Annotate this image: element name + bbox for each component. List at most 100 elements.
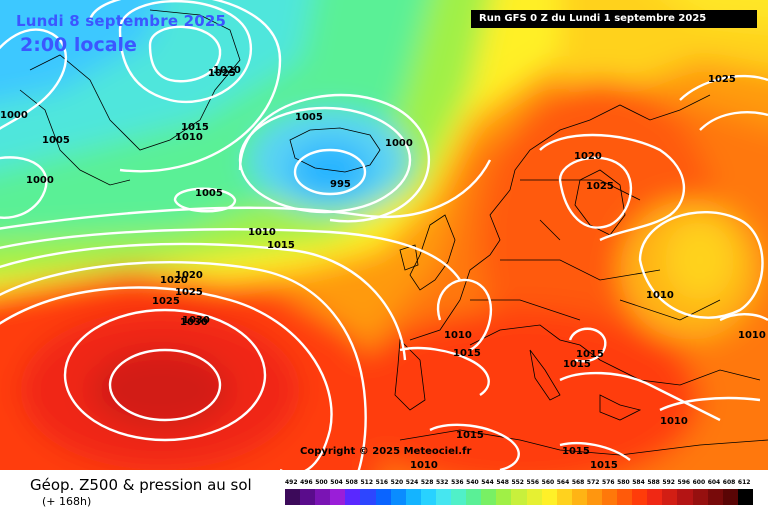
isobar-label: 1020	[175, 270, 203, 281]
scale-swatch	[556, 489, 572, 505]
isobar-label: 1030	[180, 317, 208, 328]
scale-swatch	[571, 489, 587, 505]
isobar-label: 1005	[195, 188, 223, 199]
isobar-label: 1020	[213, 65, 241, 76]
scale-label: 600	[692, 479, 706, 486]
run-info-banner: Run GFS 0 Z du Lundi 1 septembre 2025	[471, 10, 757, 28]
isobar-label: 1015	[456, 430, 484, 441]
isobar-label: 1015	[181, 122, 209, 133]
scale-swatch	[466, 489, 482, 505]
isobar-label: 1015	[562, 446, 590, 457]
isobar-label: 1025	[175, 287, 203, 298]
isobar-label: 1000	[0, 110, 28, 121]
isobar-label: 1015	[267, 240, 295, 251]
scale-label: 548	[496, 479, 509, 486]
isobar-label: 1005	[295, 112, 323, 123]
isobar-label: 1025	[208, 68, 236, 79]
scale-swatch	[375, 489, 391, 505]
scale-label: 556	[526, 479, 540, 486]
scale-label: 552	[511, 479, 524, 486]
scale-label: 588	[647, 479, 660, 486]
scale-label: 516	[375, 479, 389, 486]
scale-swatch	[315, 489, 331, 505]
scale-label: 584	[632, 479, 645, 486]
scale-swatch	[496, 489, 512, 505]
scale-swatch	[435, 489, 452, 505]
scale-swatch	[617, 489, 633, 505]
scale-swatch	[390, 489, 406, 505]
scale-label: 536	[451, 479, 464, 486]
valid-time: 2:00 locale	[20, 34, 137, 56]
scale-swatch	[481, 489, 497, 505]
forecast-hour: (+ 168h)	[42, 495, 92, 508]
scale-swatch	[345, 489, 361, 505]
isobar-label: 1020	[574, 151, 602, 162]
scale-swatch	[737, 489, 753, 505]
scale-label: 592	[662, 479, 675, 486]
scale-swatch	[330, 489, 346, 505]
isobar-label: 1010	[646, 290, 674, 301]
coastlines	[19, 9, 768, 456]
scale-swatch	[586, 489, 602, 505]
scale-label: 580	[617, 479, 630, 486]
color-scale-labels: 492 496 500 504 508 512 516 520 524 528 532 536 540 5…	[285, 479, 755, 489]
scale-label: 572	[586, 479, 600, 486]
scale-label: 560	[541, 479, 555, 486]
scale-swatch	[692, 489, 708, 505]
isobar-label: 1010	[738, 330, 766, 341]
scale-swatch	[601, 489, 618, 505]
scale-swatch	[707, 489, 723, 505]
scale-swatch	[647, 489, 663, 505]
isobar-label: 995	[330, 179, 351, 190]
isobar-label: 1015	[590, 460, 618, 470]
color-scale-bar	[285, 489, 753, 505]
scale-swatch	[360, 489, 376, 505]
scale-swatch	[285, 489, 301, 505]
scale-label: 504	[330, 479, 343, 486]
isobar-label: 1020	[160, 275, 188, 286]
isobar-label: 1025	[708, 74, 736, 85]
isobar-label: 1030	[182, 315, 210, 326]
scale-label: 512	[360, 479, 373, 486]
scale-label: 608	[722, 479, 736, 486]
scale-swatch	[405, 489, 421, 505]
scale-label: 492	[285, 479, 298, 486]
isobar-label: 1015	[576, 349, 604, 360]
isobars	[0, 0, 768, 470]
scale-label: 604	[707, 479, 721, 486]
scale-label: 576	[602, 479, 615, 486]
isobar-label: 1010	[660, 416, 688, 427]
scale-label: 524	[405, 479, 419, 486]
parameter-title: Géop. Z500 & pression au sol	[30, 476, 252, 494]
copyright-text: Copyright © 2025 Meteociel.fr	[300, 446, 471, 457]
isobar-label: 1010	[410, 460, 438, 470]
isobar-label: 1010	[175, 132, 203, 143]
isobar-label: 1025	[152, 296, 180, 307]
scale-label: 564	[556, 479, 570, 486]
geopotential-map: 1030102510201015101010001005100010051000…	[0, 0, 768, 470]
scale-label: 500	[315, 479, 328, 486]
scale-swatch	[541, 489, 557, 505]
scale-label: 540	[466, 479, 479, 486]
scale-label: 568	[571, 479, 585, 486]
scale-swatch	[420, 489, 436, 505]
isobar-label: 1000	[26, 175, 54, 186]
scale-swatch	[662, 489, 678, 505]
scale-label: 520	[390, 479, 404, 486]
isobar-labels: 1030102510201015101010001005100010051000…	[0, 65, 766, 470]
scale-swatch	[300, 489, 316, 505]
scale-label: 596	[677, 479, 691, 486]
isobar-label: 1015	[453, 348, 481, 359]
scale-swatch	[526, 489, 542, 505]
scale-swatch	[677, 489, 693, 505]
scale-label: 532	[435, 479, 449, 486]
scale-label: 612	[737, 479, 751, 486]
scale-label: 528	[420, 479, 434, 486]
scale-label: 496	[300, 479, 313, 486]
forecast-map: 1030 1025 1020 1015 1010 1000 1005 1000 1005 1000…	[0, 0, 768, 470]
scale-swatch	[451, 489, 467, 505]
isobar-label: 1010	[444, 330, 472, 341]
legend-footer: Géop. Z500 & pression au sol (+ 168h) 49…	[0, 470, 768, 512]
isobar-label: 1025	[586, 181, 614, 192]
scale-swatch	[632, 489, 648, 505]
